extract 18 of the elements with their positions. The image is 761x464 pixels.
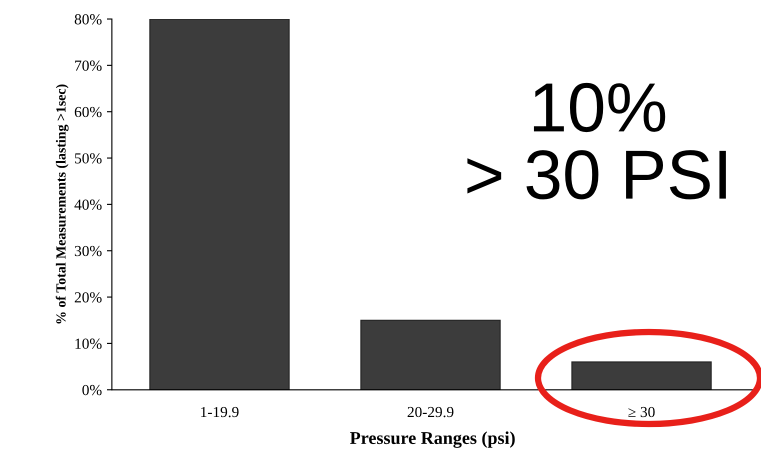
annotation: 10% > 30 PSI — [467, 82, 726, 200]
y-tick-label: 10% — [75, 338, 102, 349]
y-tick-label: 40% — [74, 200, 102, 210]
bar — [149, 19, 290, 390]
x-tick-label: 1-19.9 — [201, 406, 239, 418]
y-tick-label: 70% — [75, 60, 102, 71]
y-axis-title: % of Total Measurements (lasting >1sec) — [56, 84, 69, 324]
y-tick-label: 30% — [74, 246, 102, 256]
x-tick-label: ≥ 30 — [628, 406, 655, 418]
x-axis-title: Pressure Ranges (psi) — [350, 431, 515, 448]
bar — [360, 320, 501, 390]
y-tick-label: 0% — [82, 384, 102, 396]
y-tick-label: 50% — [75, 153, 102, 164]
x-tick-label: 20-29.9 — [408, 406, 454, 418]
bar — [571, 361, 712, 390]
y-tick-label: 20% — [74, 292, 102, 303]
y-tick-label: 80% — [74, 14, 102, 25]
y-tick-label: 60% — [74, 106, 102, 118]
